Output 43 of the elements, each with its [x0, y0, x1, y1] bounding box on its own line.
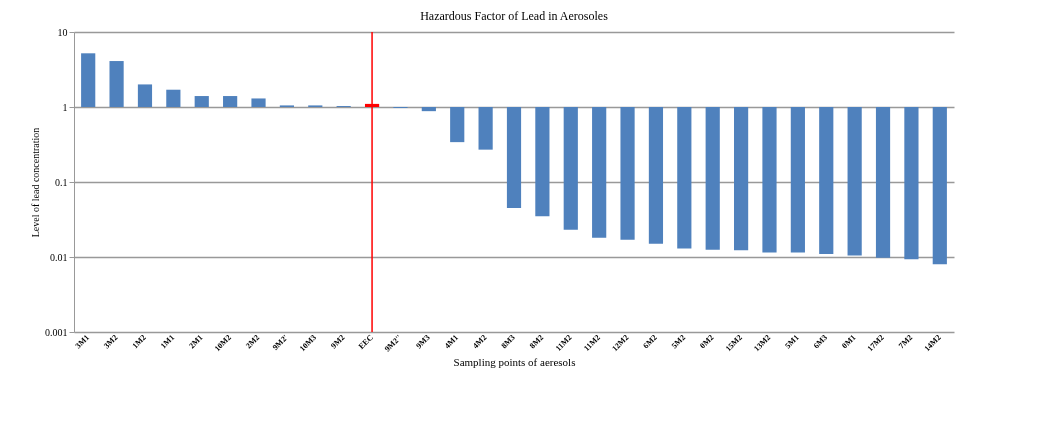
- bar: [421, 107, 436, 112]
- bar: [506, 107, 522, 209]
- x-tick-label: 6M3: [811, 332, 830, 351]
- bar: [223, 96, 238, 107]
- x-tick-label: 0M1: [840, 332, 858, 351]
- bar: [81, 53, 96, 107]
- bar: [677, 107, 692, 249]
- bar: [194, 96, 209, 107]
- x-tick-label: 4M1: [442, 332, 461, 351]
- x-tick-label: 1M2: [130, 332, 148, 351]
- bar: [478, 107, 493, 150]
- y-tick-label: 10: [57, 26, 68, 38]
- x-axis-title: Sampling points of aeresols: [453, 356, 576, 369]
- bar: [620, 107, 635, 240]
- y-tick-label: 0.001: [45, 326, 68, 338]
- y-tick-label: 0.01: [50, 251, 68, 263]
- x-tick-label: 0M2: [698, 332, 716, 351]
- bar: [932, 107, 947, 265]
- chart-title: Hazardous Factor of Lead in Aerosoles: [420, 9, 609, 23]
- bar: [734, 107, 749, 251]
- bar: [251, 98, 266, 107]
- x-tick-label: 7M2: [896, 332, 915, 351]
- bar: [563, 107, 578, 230]
- bar: [648, 107, 664, 244]
- x-tick-label: 6M2: [641, 332, 659, 351]
- y-tick-label: 0.1: [55, 176, 68, 188]
- x-tick-label: 8M3: [499, 332, 517, 351]
- bar: [875, 107, 891, 258]
- bar: [762, 107, 777, 253]
- bar: [137, 84, 153, 107]
- bar: [819, 107, 834, 254]
- y-axis-title: Level of lead concentration: [30, 127, 41, 238]
- bar: [535, 107, 550, 217]
- bar: [592, 107, 607, 238]
- x-tick-label: 4M2: [471, 332, 489, 351]
- bar: [904, 107, 919, 260]
- bar: [450, 107, 465, 143]
- bar: [166, 89, 181, 107]
- bar: [790, 107, 805, 253]
- y-tick-label: 1: [62, 101, 68, 113]
- bar: [847, 107, 862, 256]
- bar: [109, 61, 124, 107]
- bar: [705, 107, 720, 250]
